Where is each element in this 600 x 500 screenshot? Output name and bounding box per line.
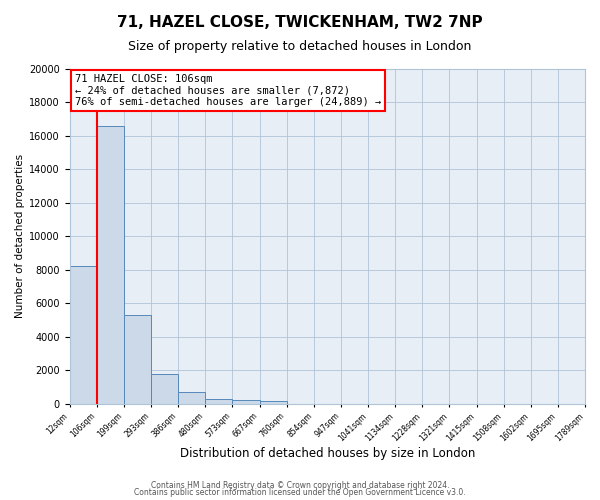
Bar xyxy=(97,126,124,404)
Bar xyxy=(260,401,287,404)
Text: 71 HAZEL CLOSE: 106sqm
← 24% of detached houses are smaller (7,872)
76% of semi-: 71 HAZEL CLOSE: 106sqm ← 24% of detached… xyxy=(75,74,381,107)
Bar xyxy=(178,392,205,404)
Text: Contains public sector information licensed under the Open Government Licence v3: Contains public sector information licen… xyxy=(134,488,466,497)
Bar xyxy=(205,398,232,404)
Text: 71, HAZEL CLOSE, TWICKENHAM, TW2 7NP: 71, HAZEL CLOSE, TWICKENHAM, TW2 7NP xyxy=(117,15,483,30)
Bar xyxy=(70,266,97,404)
Bar xyxy=(232,400,260,404)
X-axis label: Distribution of detached houses by size in London: Distribution of detached houses by size … xyxy=(179,447,475,460)
Bar xyxy=(151,374,178,404)
Text: Contains HM Land Registry data © Crown copyright and database right 2024.: Contains HM Land Registry data © Crown c… xyxy=(151,480,449,490)
Bar xyxy=(124,315,151,404)
Text: Size of property relative to detached houses in London: Size of property relative to detached ho… xyxy=(128,40,472,53)
Y-axis label: Number of detached properties: Number of detached properties xyxy=(15,154,25,318)
